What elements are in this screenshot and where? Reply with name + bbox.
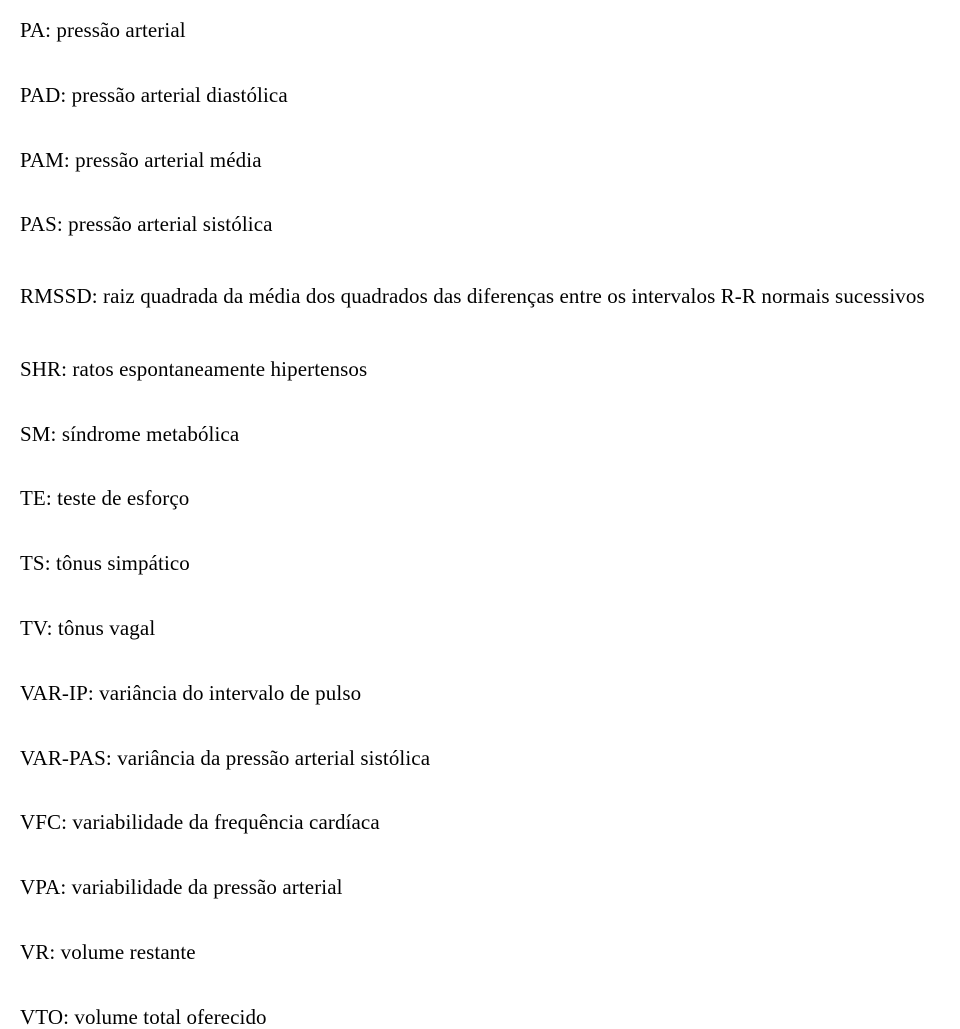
definition-vpa: VPA: variabilidade da pressão arterial bbox=[20, 875, 940, 900]
definition-pam: PAM: pressão arterial média bbox=[20, 148, 940, 173]
definition-te: TE: teste de esforço bbox=[20, 486, 940, 511]
definition-shr: SHR: ratos espontaneamente hipertensos bbox=[20, 357, 940, 382]
definition-sm: SM: síndrome metabólica bbox=[20, 422, 940, 447]
definition-pad: PAD: pressão arterial diastólica bbox=[20, 83, 940, 108]
definitions-page: PA: pressão arterial PAD: pressão arteri… bbox=[0, 0, 960, 1029]
definition-vfc: VFC: variabilidade da frequência cardíac… bbox=[20, 810, 940, 835]
definition-pa: PA: pressão arterial bbox=[20, 18, 940, 43]
definition-var-ip: VAR-IP: variância do intervalo de pulso bbox=[20, 681, 940, 706]
definition-ts: TS: tônus simpático bbox=[20, 551, 940, 576]
definition-rmssd: RMSSD: raiz quadrada da média dos quadra… bbox=[20, 277, 940, 317]
definition-tv: TV: tônus vagal bbox=[20, 616, 940, 641]
definition-vto: VTO: volume total oferecido bbox=[20, 1005, 940, 1029]
definition-pas: PAS: pressão arterial sistólica bbox=[20, 212, 940, 237]
definition-var-pas: VAR-PAS: variância da pressão arterial s… bbox=[20, 746, 940, 771]
definition-vr: VR: volume restante bbox=[20, 940, 940, 965]
